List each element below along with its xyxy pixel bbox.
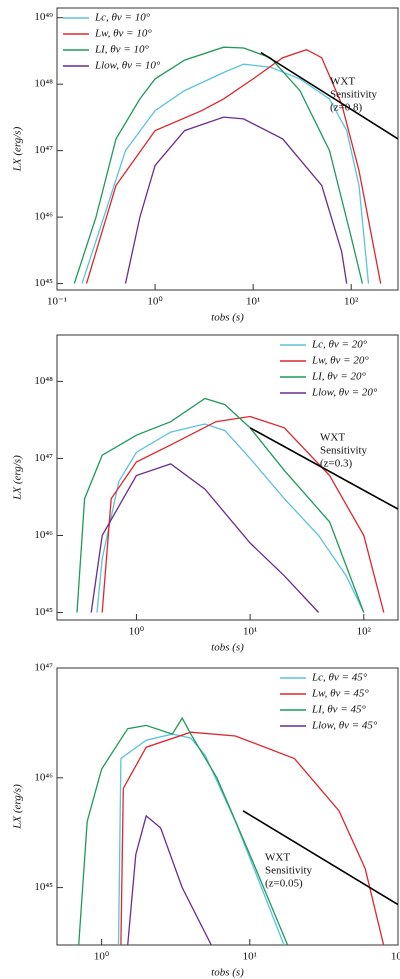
plot-frame xyxy=(56,667,399,946)
y-tick-label: 10⁴⁶ xyxy=(34,211,53,223)
legend-label: Llow, θv = 10° xyxy=(94,60,161,72)
plot-frame xyxy=(56,7,399,291)
legend-label: Lc, θv = 45° xyxy=(311,672,368,684)
y-tick-label: 10⁴⁸ xyxy=(34,375,53,387)
series-line xyxy=(78,716,289,945)
series-line xyxy=(73,46,364,284)
x-tick-label: 10² xyxy=(344,296,359,308)
x-tick-label: 10⁰ xyxy=(129,626,145,638)
y-tick-label: 10⁴⁶ xyxy=(34,771,53,783)
y-tick-label: 10⁴⁷ xyxy=(34,144,53,156)
sensitivity-line xyxy=(249,427,398,510)
legend-label: Lw, θv = 20° xyxy=(311,355,369,367)
legend-label: Lc, θv = 20° xyxy=(311,339,368,351)
legend-label: Lc, θv = 10° xyxy=(94,12,151,24)
y-tick-label: 10⁴⁸ xyxy=(34,78,53,90)
legend-label: LI, θv = 45° xyxy=(311,704,366,716)
series-line xyxy=(124,116,348,284)
sensitivity-line xyxy=(260,51,398,140)
y-axis-label: LX (erg/s) xyxy=(12,455,24,501)
series-line xyxy=(85,48,382,284)
y-tick-label: 10⁴⁵ xyxy=(34,606,53,618)
annotation: (z=0.3) xyxy=(320,458,352,470)
series-line xyxy=(127,814,212,945)
series-line xyxy=(76,397,365,613)
annotation: (z=0.8) xyxy=(330,102,362,114)
series-line xyxy=(120,731,385,945)
y-tick-label: 10⁴⁵ xyxy=(34,881,53,893)
x-tick-label: 10¹ xyxy=(246,296,260,308)
x-tick-label: 10¹ xyxy=(243,626,257,638)
sensitivity-line xyxy=(242,810,398,906)
annotation: WXT xyxy=(320,432,345,444)
series-line xyxy=(90,463,320,613)
annotation: WXT xyxy=(330,76,355,88)
y-tick-label: 10⁴⁶ xyxy=(34,529,53,541)
annotation: WXT xyxy=(265,852,290,864)
y-tick-label: 10⁴⁷ xyxy=(34,452,53,464)
y-tick-label: 10⁴⁷ xyxy=(34,662,53,674)
legend-label: LI, θv = 10° xyxy=(94,44,149,56)
legend-label: Llow, θv = 45° xyxy=(311,720,378,732)
legend-label: Llow, θv = 20° xyxy=(311,387,378,399)
y-tick-label: 10⁴⁹ xyxy=(34,11,53,23)
series-line xyxy=(101,415,385,613)
y-axis-label: LX (erg/s) xyxy=(12,126,24,172)
y-axis-label: LX (erg/s) xyxy=(12,784,24,830)
series-line xyxy=(117,733,285,945)
x-tick-label: 10⁰ xyxy=(147,296,163,308)
annotation: Sensitivity xyxy=(265,865,313,877)
legend-label: LI, θv = 20° xyxy=(311,371,366,383)
x-tick-label: 10⁰ xyxy=(94,951,110,963)
x-tick-label: 10² xyxy=(357,626,372,638)
y-tick-label: 10⁴⁵ xyxy=(34,277,53,289)
legend-label: Lw, θv = 10° xyxy=(94,28,152,40)
plot-frame xyxy=(56,334,399,621)
x-tick-label: 10⁻¹ xyxy=(47,296,67,308)
series-line xyxy=(81,63,370,284)
legend-label: Lw, θv = 45° xyxy=(311,688,369,700)
annotation: (z=0.05) xyxy=(265,878,303,890)
x-axis-label: tobs (s) xyxy=(211,312,244,324)
x-tick-label: 10² xyxy=(391,951,400,963)
x-tick-label: 10¹ xyxy=(243,951,257,963)
x-axis-label: tobs (s) xyxy=(211,967,244,979)
annotation: Sensitivity xyxy=(320,445,368,457)
series-line xyxy=(96,423,365,613)
annotation: Sensitivity xyxy=(330,89,378,101)
x-axis-label: tobs (s) xyxy=(211,642,244,654)
